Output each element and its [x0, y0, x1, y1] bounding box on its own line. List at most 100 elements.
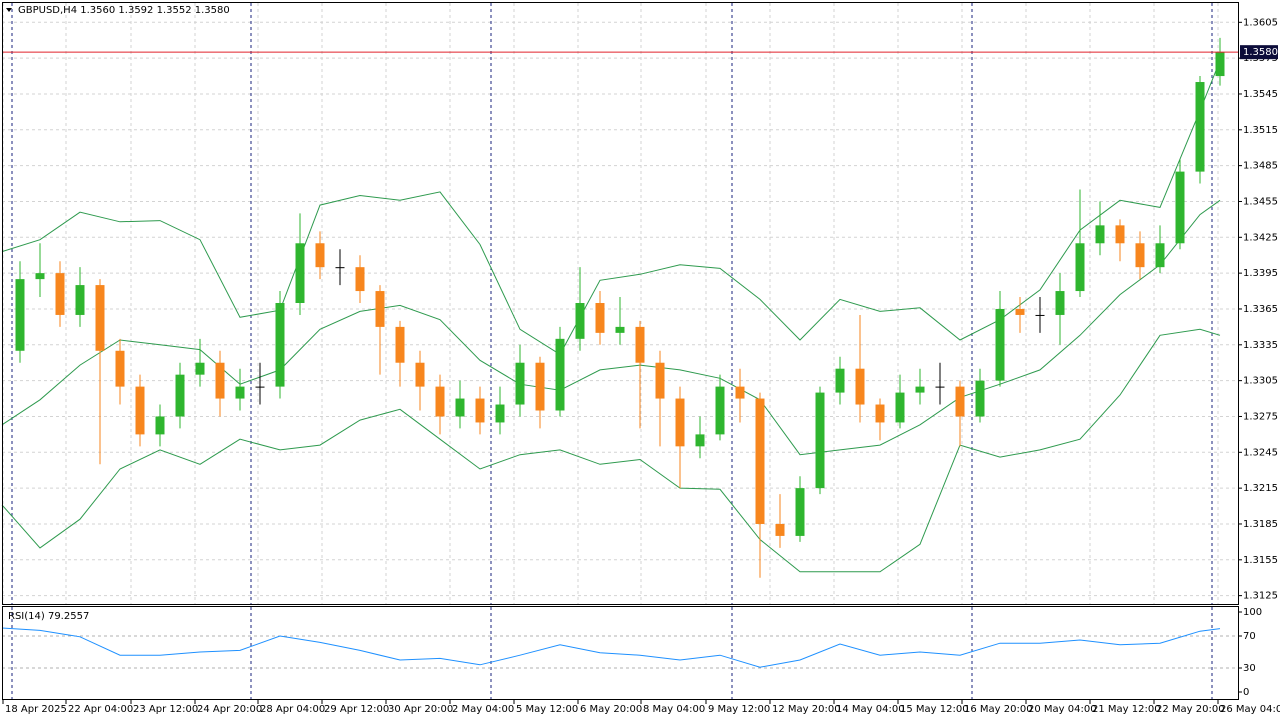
- menu-triangle[interactable]: [6, 8, 12, 12]
- y-tick-label: 1.3395: [1243, 268, 1278, 279]
- y-tick-label: 100: [1243, 607, 1262, 618]
- y-tick-label: 30: [1243, 663, 1256, 674]
- y-tick-label: 1.3245: [1243, 447, 1278, 458]
- main-panel-frame: [2, 2, 1239, 605]
- candle-body: [255, 386, 265, 388]
- x-tick-label: 6 May 20:00: [580, 704, 642, 715]
- x-tick-label: 23 Apr 12:00: [133, 704, 198, 715]
- candle-body: [15, 279, 25, 351]
- bid-label: 1.3580: [1243, 47, 1278, 58]
- candle-body: [295, 243, 305, 303]
- candle-body: [495, 404, 505, 423]
- candle-body: [195, 362, 205, 375]
- bid-label-box: [1240, 45, 1278, 60]
- rsi-line: [1, 627, 1221, 668]
- candle-body: [215, 362, 225, 399]
- x-tick-label: 15 May 12:00: [900, 704, 969, 715]
- candle-body: [715, 386, 725, 435]
- y-tick-label: 1.3485: [1243, 161, 1278, 172]
- candle-body: [435, 386, 445, 417]
- candle-body: [775, 523, 785, 536]
- candle-body: [455, 398, 465, 417]
- bollinger-middle: [1, 199, 1221, 456]
- candle-body: [395, 326, 405, 363]
- candle-body: [275, 303, 285, 387]
- candle-body: [1115, 225, 1125, 244]
- y-tick-label: 1.3275: [1243, 411, 1278, 422]
- x-tick-label: 22 May 20:00: [1156, 704, 1225, 715]
- candle-body: [875, 404, 885, 423]
- candle-body: [1055, 291, 1065, 315]
- y-tick-label: 1.3605: [1243, 17, 1278, 28]
- candle-body: [515, 362, 525, 405]
- candle-body: [855, 368, 865, 405]
- x-tick-label: 18 Apr 2025: [5, 704, 67, 715]
- candle-body: [955, 386, 965, 417]
- candle-body: [575, 303, 585, 339]
- rsi-title: RSI(14) 79.2557: [8, 611, 89, 622]
- candle-body: [155, 416, 165, 435]
- candle-body: [235, 386, 245, 399]
- bollinger-lower: [1, 328, 1221, 573]
- y-tick-label: 1.3335: [1243, 340, 1278, 351]
- x-tick-label: 24 Apr 20:00: [197, 704, 262, 715]
- y-tick-label: 1.3185: [1243, 519, 1278, 530]
- candle-body: [895, 392, 905, 423]
- candle-body: [995, 308, 1005, 381]
- candle-body: [1135, 243, 1145, 268]
- bollinger-upper: [1, 60, 1221, 356]
- candle-body: [1035, 314, 1045, 316]
- candle-body: [315, 243, 325, 268]
- x-tick-label: 20 May 04:00: [1028, 704, 1097, 715]
- candle-body: [555, 338, 565, 411]
- candle-body: [795, 488, 805, 536]
- x-tick-label: 16 May 20:00: [964, 704, 1033, 715]
- candle-body: [475, 398, 485, 423]
- x-tick-label: 2 May 04:00: [452, 704, 514, 715]
- y-tick-label: 1.3545: [1243, 89, 1278, 100]
- candle-body: [1095, 225, 1105, 244]
- y-tick-label: 1.3515: [1243, 125, 1278, 136]
- candle-body: [1155, 243, 1165, 268]
- y-tick-label: 1.3155: [1243, 555, 1278, 566]
- candle-body: [355, 267, 365, 292]
- x-tick-label: 8 May 04:00: [643, 704, 705, 715]
- candle-body: [375, 291, 385, 327]
- candle-body: [1195, 82, 1205, 172]
- candle-body: [815, 392, 825, 489]
- rsi-panel-frame: [2, 606, 1239, 700]
- candle-body: [595, 303, 605, 333]
- y-tick-label: 1.3215: [1243, 483, 1278, 494]
- candle-body: [1215, 52, 1225, 77]
- candle-body: [1015, 308, 1025, 315]
- x-tick-label: 14 May 04:00: [836, 704, 905, 715]
- candle-body: [95, 285, 105, 351]
- candle-body: [75, 285, 85, 315]
- candle-body: [975, 380, 985, 417]
- candle-body: [335, 267, 345, 269]
- x-tick-label: 21 May 12:00: [1092, 704, 1161, 715]
- candle-body: [1175, 171, 1185, 244]
- candle-body: [615, 326, 625, 333]
- candle-body: [935, 386, 945, 388]
- candle-body: [415, 362, 425, 387]
- x-tick-label: 30 Apr 20:00: [388, 704, 453, 715]
- candle-body: [635, 326, 645, 363]
- candle-body: [695, 434, 705, 447]
- candle-body: [55, 273, 65, 315]
- chart-title: GBPUSD,H4 1.3560 1.3592 1.3552 1.3580: [18, 5, 230, 16]
- y-tick-label: 1.3425: [1243, 232, 1278, 243]
- candle-body: [1075, 243, 1085, 292]
- y-tick-label: 1.3455: [1243, 196, 1278, 207]
- candle-body: [675, 398, 685, 447]
- y-tick-label: 70: [1243, 631, 1256, 642]
- candle-body: [735, 386, 745, 399]
- x-tick-label: 5 May 12:00: [516, 704, 578, 715]
- candle-body: [535, 362, 545, 411]
- x-tick-label: 22 Apr 04:00: [68, 704, 133, 715]
- x-tick-label: 29 Apr 12:00: [324, 704, 389, 715]
- x-tick-label: 12 May 20:00: [772, 704, 841, 715]
- x-tick-label: 26 May 04:00: [1220, 704, 1280, 715]
